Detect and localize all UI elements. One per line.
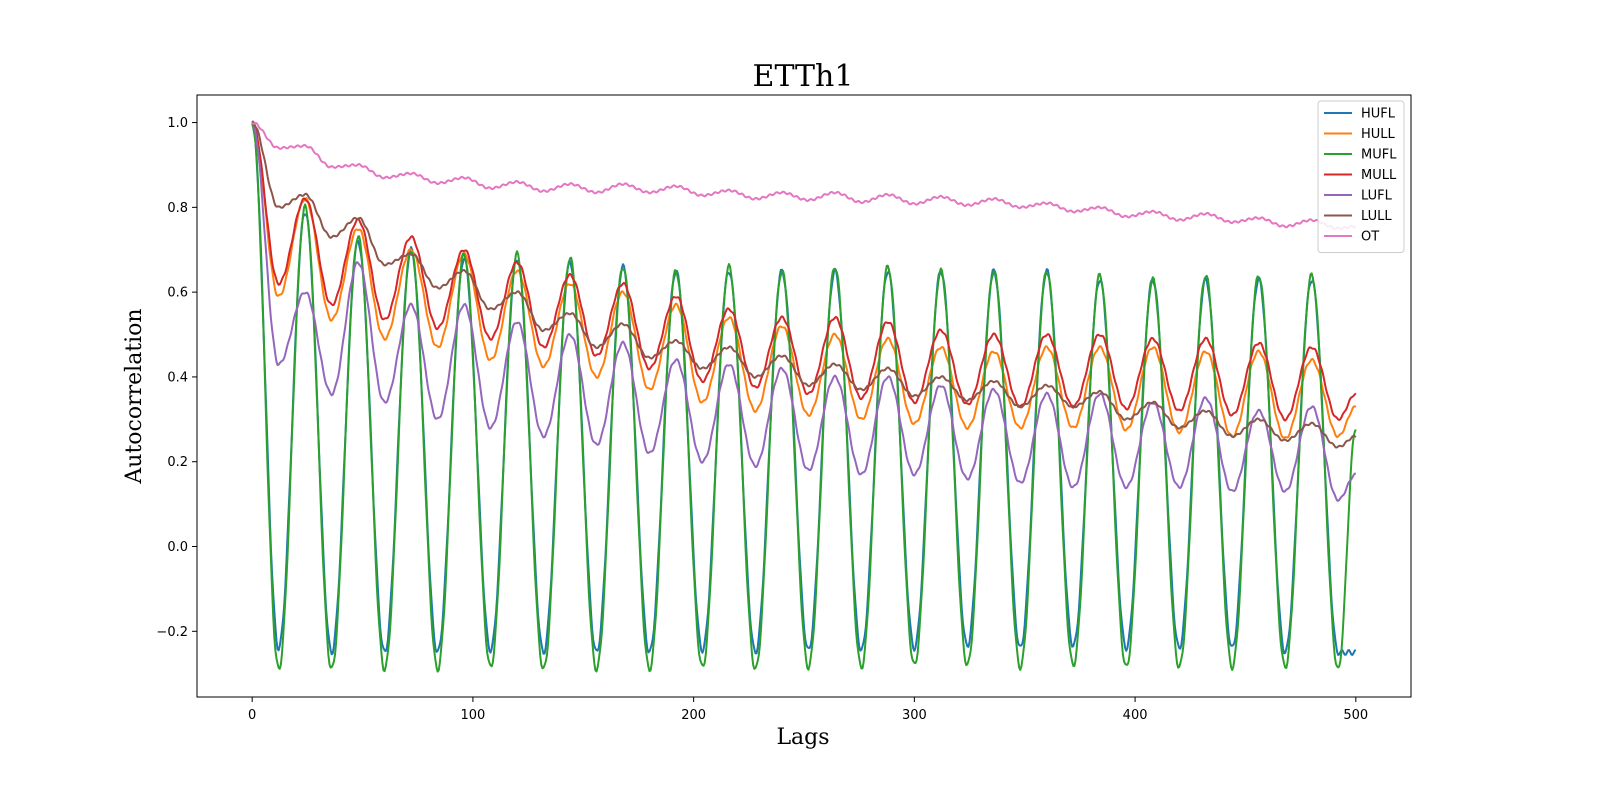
series-line-mull xyxy=(251,122,1357,422)
legend-label-hull: HULL xyxy=(1361,127,1396,142)
legend: HUFL HULL MUFL MULL LUFL LULL OT xyxy=(1317,100,1405,253)
y-tick-label: 1.0 xyxy=(167,116,188,131)
y-axis-ticks: −0.2 0.0 0.2 0.4 0.6 0.8 1.0 xyxy=(156,116,197,640)
plot-frame xyxy=(196,94,1412,698)
x-tick-label: 300 xyxy=(902,708,927,723)
y-tick-label: 0.8 xyxy=(167,201,188,216)
legend-label-hufl: HUFL xyxy=(1361,107,1396,122)
y-tick-label: 0.0 xyxy=(167,540,188,555)
series-line-lull xyxy=(251,120,1357,449)
series-line-ot xyxy=(251,121,1357,231)
legend-label-mull: MULL xyxy=(1361,168,1397,183)
series-layer xyxy=(251,120,1357,673)
series-line-mufl xyxy=(251,123,1357,673)
x-tick-label: 100 xyxy=(460,708,485,723)
x-axis-label: Lags xyxy=(776,725,829,750)
x-tick-label: 400 xyxy=(1123,708,1148,723)
y-tick-label: 0.4 xyxy=(167,370,188,385)
legend-label-ot: OT xyxy=(1361,230,1379,245)
y-tick-label: 0.2 xyxy=(167,455,188,470)
x-axis-ticks: 0 100 200 300 400 500 xyxy=(248,697,1368,723)
x-tick-label: 200 xyxy=(681,708,706,723)
y-tick-label: 0.6 xyxy=(167,286,188,301)
y-axis-label: Autocorrelation xyxy=(122,308,147,484)
series-line-hufl xyxy=(251,121,1357,656)
legend-label-lufl: LUFL xyxy=(1361,189,1393,204)
series-line-hull xyxy=(251,120,1357,439)
x-tick-label: 500 xyxy=(1343,708,1368,723)
legend-label-lull: LULL xyxy=(1361,209,1392,224)
chart-title: ETTh1 xyxy=(753,59,854,94)
series-line-lufl xyxy=(252,120,1356,502)
x-tick-label: 0 xyxy=(248,708,256,723)
legend-label-mufl: MUFL xyxy=(1361,148,1397,163)
y-tick-label: −0.2 xyxy=(156,625,188,640)
